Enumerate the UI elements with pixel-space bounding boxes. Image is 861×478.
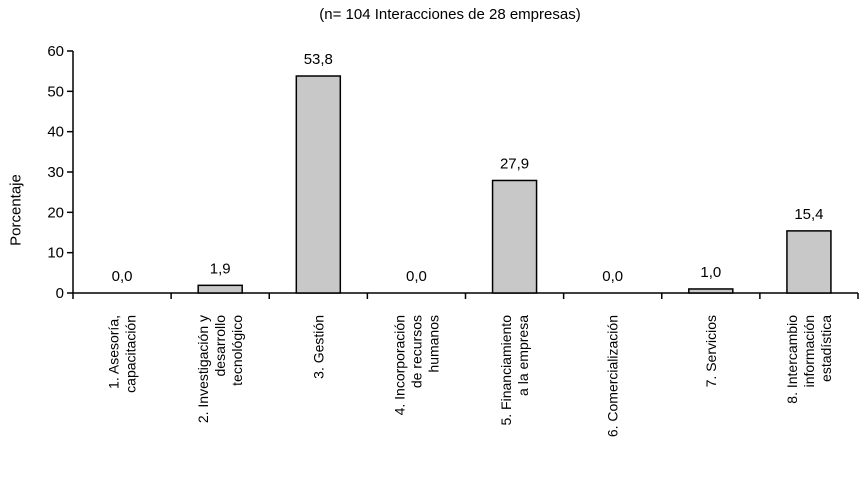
bar-3 xyxy=(295,75,342,294)
category-label-line: humanos xyxy=(425,315,441,373)
bar-2 xyxy=(197,284,243,294)
category-label-line: 5. Financiamiento xyxy=(498,315,514,426)
category-label-5: 5. Financiamiento a la empresa xyxy=(498,315,531,426)
category-label-3: 3. Gestión xyxy=(310,315,326,379)
bar-5 xyxy=(491,179,538,294)
y-tick-label-20: 20 xyxy=(47,204,64,221)
data-label-4: 0,0 xyxy=(406,268,427,285)
category-label-2: 2. Investigación y desarrollo tecnológico xyxy=(195,315,245,423)
data-label-6: 0,0 xyxy=(602,268,623,285)
category-label-6: 6. Comercialización xyxy=(605,315,621,437)
category-label-line: 4. Incorporación xyxy=(391,315,407,415)
category-label-line: desarrollo xyxy=(212,315,228,377)
y-tick-label-30: 30 xyxy=(47,164,64,181)
category-label-8: 8. Intercambio información estadística xyxy=(784,315,834,404)
y-tick-label-60: 60 xyxy=(47,43,64,60)
category-label-7: 7. Servicios xyxy=(703,315,719,387)
category-label-line: estadística xyxy=(818,315,834,382)
y-tick-label-50: 50 xyxy=(47,83,64,100)
data-label-8: 15,4 xyxy=(794,206,823,223)
category-label-line: 8. Intercambio xyxy=(784,315,800,404)
y-tick-label-0: 0 xyxy=(56,285,64,302)
bar-7 xyxy=(688,288,734,294)
category-label-line: 2. Investigación y xyxy=(195,315,211,423)
category-label-line: información xyxy=(801,315,817,387)
category-label-line: tecnológico xyxy=(229,315,245,386)
data-label-5: 27,9 xyxy=(500,155,529,172)
category-label-line: 3. Gestión xyxy=(310,315,326,379)
data-label-2: 1,9 xyxy=(210,260,231,277)
y-tick-label-10: 10 xyxy=(47,245,64,262)
data-label-3: 53,8 xyxy=(304,51,333,68)
data-label-7: 1,0 xyxy=(700,264,721,281)
y-tick-label-40: 40 xyxy=(47,124,64,141)
chart-subtitle: (n= 104 Interacciones de 28 empresas) xyxy=(319,6,581,23)
category-label-line: 6. Comercialización xyxy=(605,315,621,437)
category-label-line: capacitación xyxy=(123,315,139,393)
category-label-line: a la empresa xyxy=(515,315,531,396)
category-label-line: de recursos xyxy=(408,315,424,388)
category-label-line: 7. Servicios xyxy=(703,315,719,387)
category-label-line: 1. Asesoría, xyxy=(106,315,122,389)
bar-8 xyxy=(786,230,832,294)
category-label-1: 1. Asesoría, capacitación xyxy=(106,315,139,393)
data-label-1: 0,0 xyxy=(112,268,133,285)
category-label-4: 4. Incorporación de recursos humanos xyxy=(391,315,441,415)
